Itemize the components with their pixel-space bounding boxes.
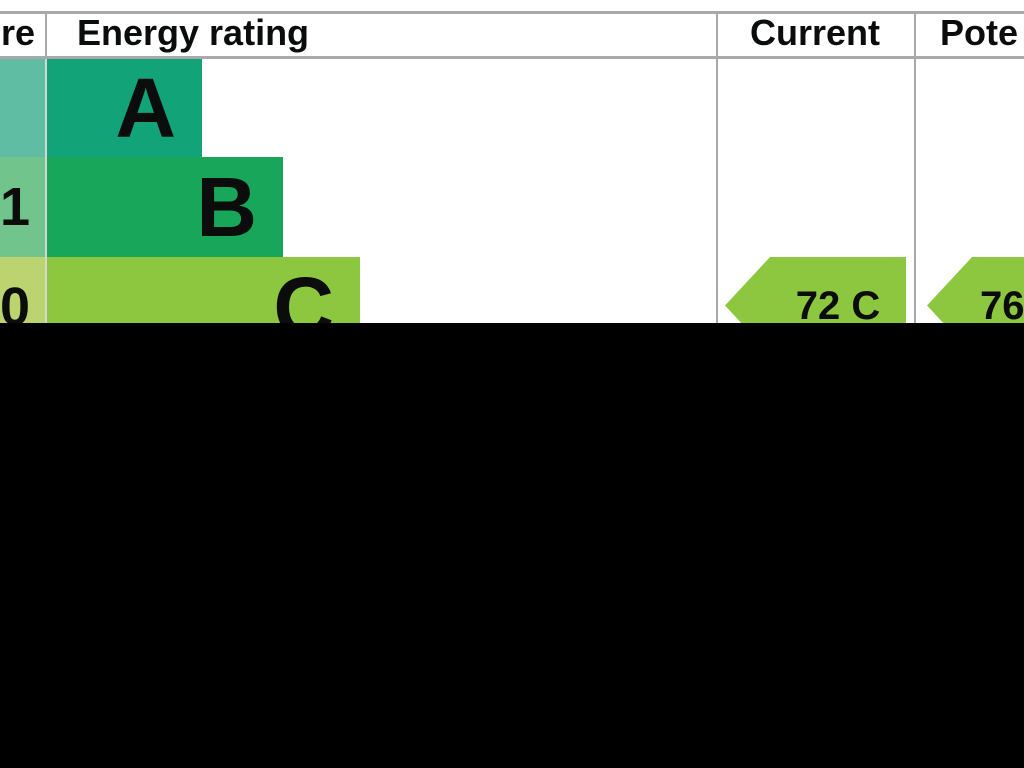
band-bar-b: B <box>47 157 283 257</box>
score-column-seam <box>45 59 47 323</box>
score-column-divider <box>45 11 47 59</box>
score-fragment-b: 1 <box>0 177 31 237</box>
blackout-region <box>0 323 1024 768</box>
potential-column-divider <box>914 11 916 323</box>
current-rating-label: 72 C <box>795 283 881 328</box>
score-fragment-a <box>0 59 30 157</box>
band-bar-a: A <box>47 59 202 157</box>
energy-rating-header: Energy rating <box>77 12 310 53</box>
potential-rating-label: 76 <box>980 283 1024 328</box>
score-cell-a <box>0 59 45 157</box>
current-column-divider <box>716 11 718 323</box>
score-header-fragment: re <box>1 12 36 53</box>
band-letter-b: B <box>196 160 257 254</box>
potential-header-fragment: Pote <box>940 12 1019 53</box>
band-row-a: A <box>0 59 1024 157</box>
current-header: Current <box>749 12 880 53</box>
score-cell-b: 1 <box>0 157 45 257</box>
header-bottom-line <box>0 56 1024 59</box>
band-letter-a: A <box>115 61 176 155</box>
top-border-line <box>0 11 1024 14</box>
band-row-b: 1 B <box>0 157 1024 257</box>
